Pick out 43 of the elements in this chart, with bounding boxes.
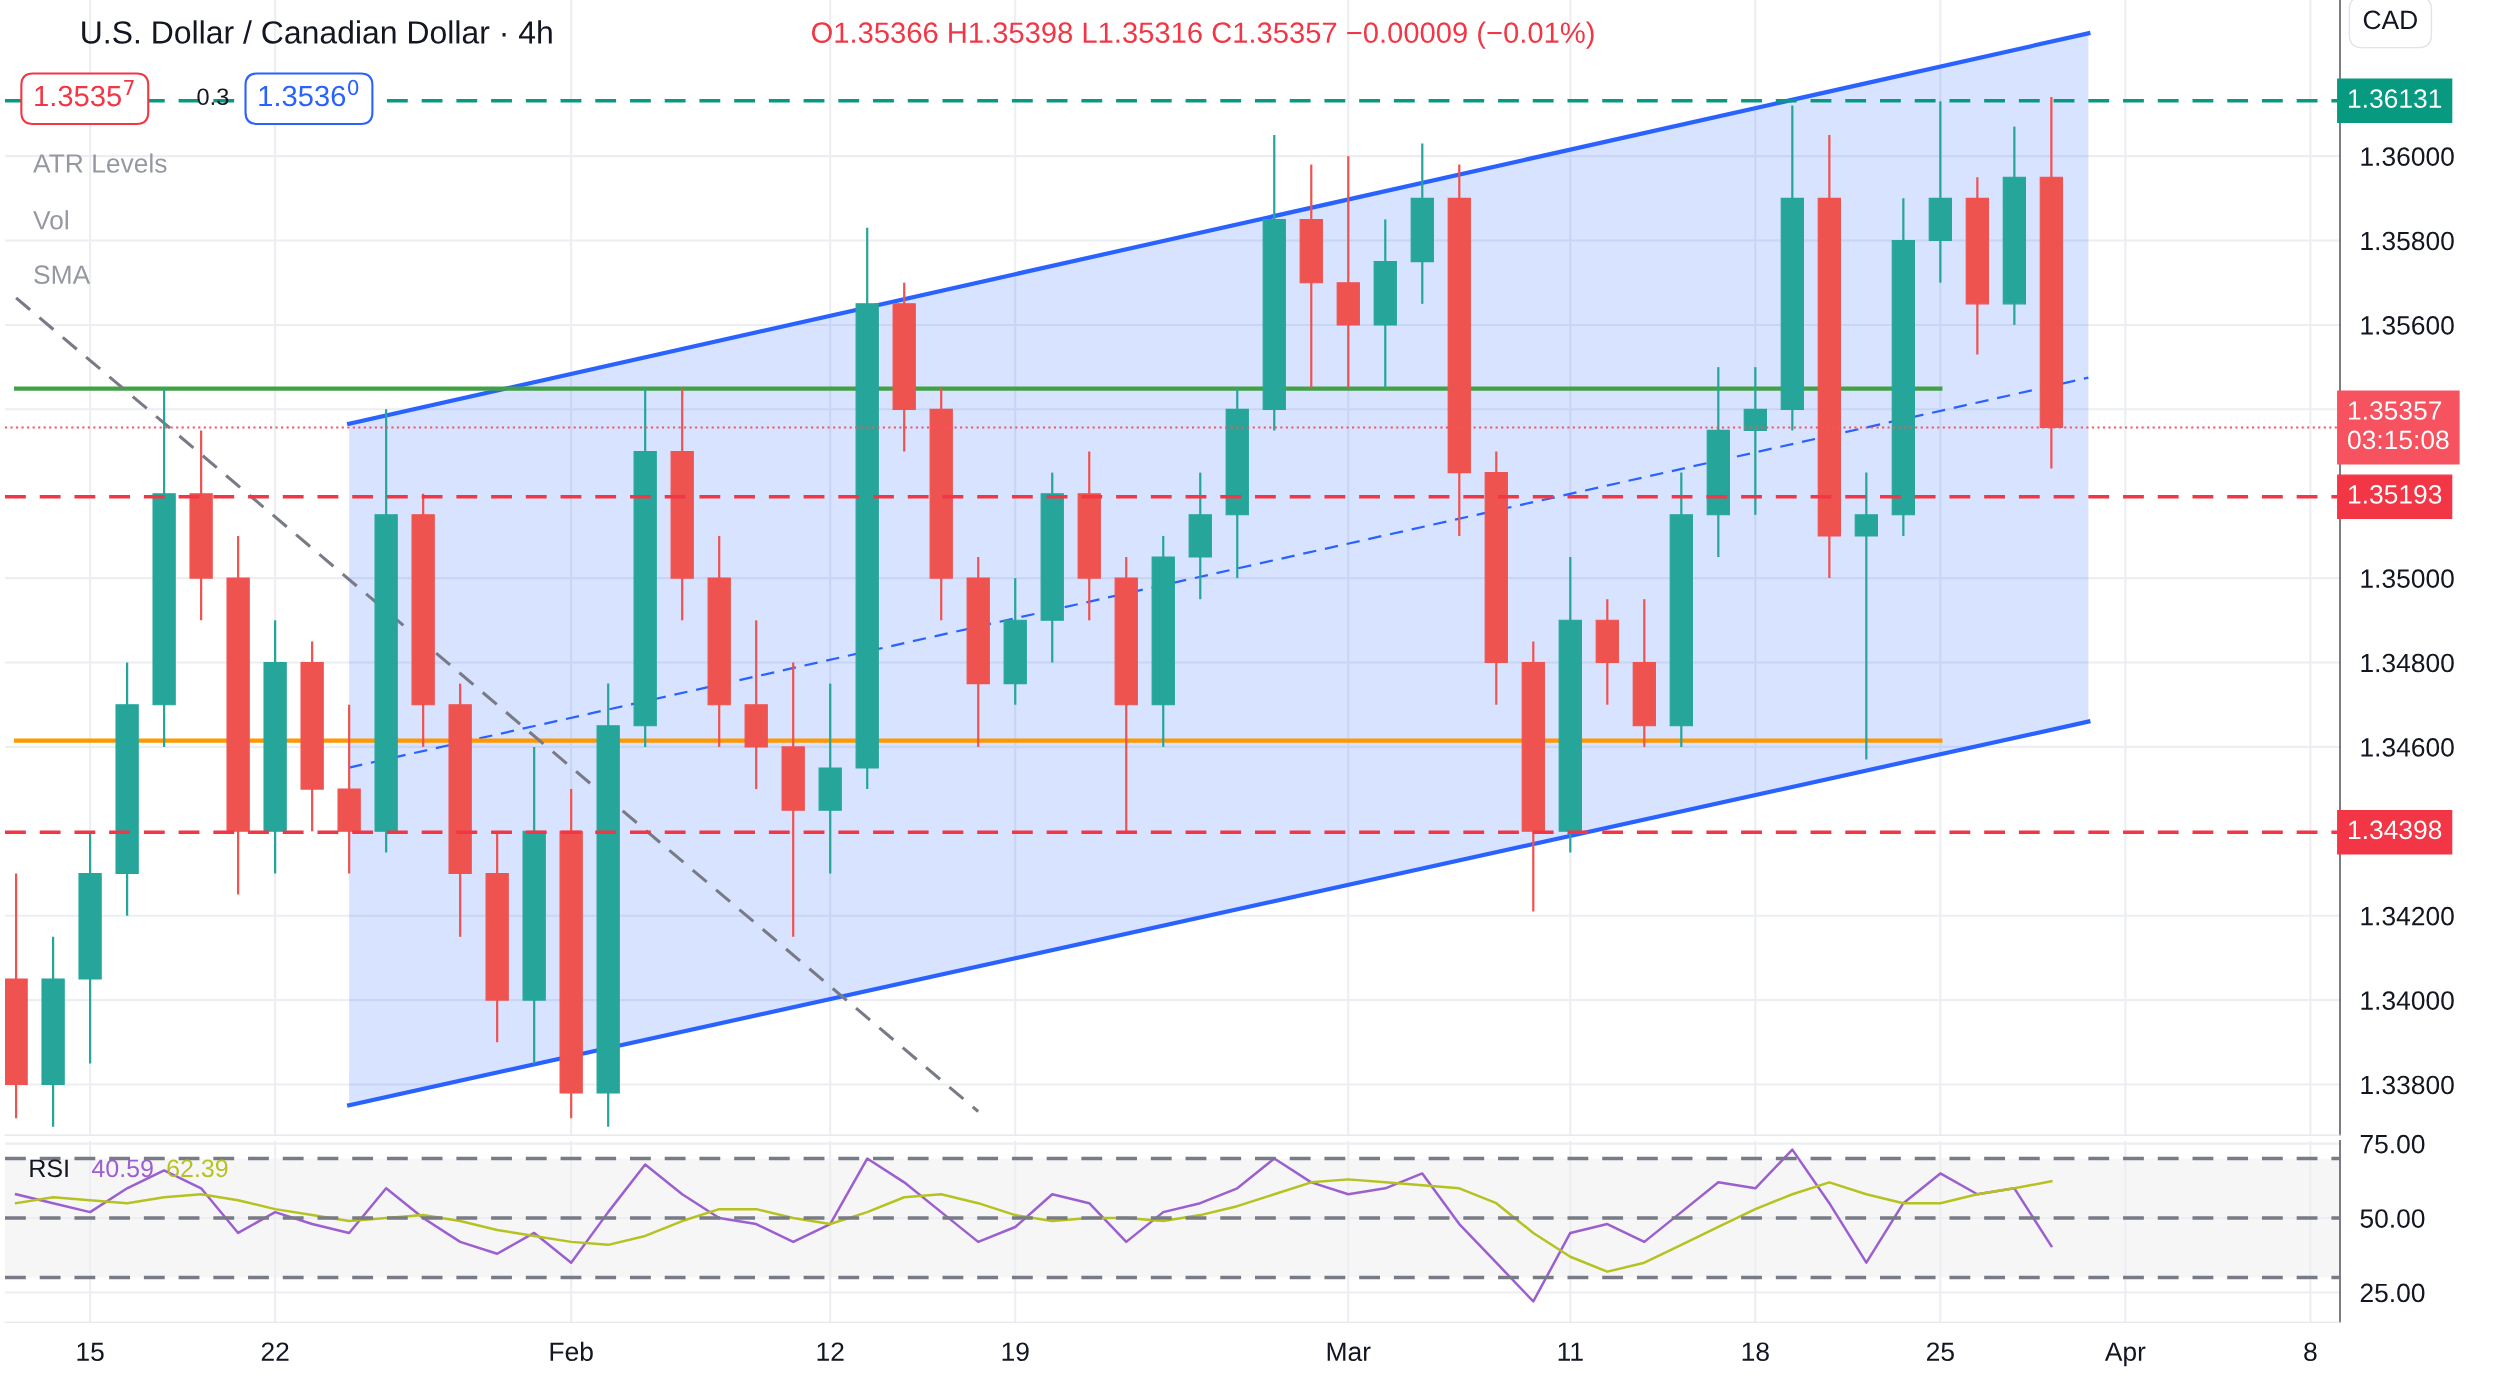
line-series [14, 1178, 2053, 1273]
x-tick-label: Apr [2104, 1342, 2146, 1367]
y-tick-label: 1.35800 [2361, 231, 2454, 251]
annotation: 0.3 [197, 88, 229, 106]
x-tick-label: 22 [261, 1342, 289, 1361]
x-tick-label: 15 [77, 1342, 104, 1362]
x-tick-label: Feb [550, 1341, 593, 1362]
y-tick-label: 1.35600 [2361, 316, 2454, 335]
annotation: 1.3536$^{0}$ [259, 79, 359, 107]
y-tick-label: 50.00 [2360, 1209, 2425, 1228]
ref-line-label: 1.35193 [2349, 485, 2442, 504]
x-tick-label: 25 [1927, 1342, 1954, 1362]
annotation: 1.3535$^{7}$ [35, 80, 134, 107]
series-label: 40.59 [91, 1159, 153, 1178]
y-tick-label: 25.00 [2360, 1283, 2425, 1303]
y-tick-label: 1.34600 [2361, 738, 2454, 757]
y-tick-label: 1.34200 [2361, 906, 2454, 926]
annotation: ATR Levels [33, 153, 167, 173]
text: CAD [2363, 10, 2417, 30]
y-tick-label: 1.34800 [2361, 653, 2454, 673]
text: U.S. Dollar / Canadian Dollar · 4h [82, 20, 552, 44]
text: RSI [30, 1159, 68, 1178]
y-tick-label: 1.33800 [2361, 1075, 2454, 1095]
annotation: Vol [33, 210, 68, 230]
ref-line-label: 1.35357 03:15:08 [2348, 401, 2449, 450]
line-series [14, 1148, 2053, 1303]
x-tick-label: 19 [1002, 1342, 1029, 1362]
annotation: SMA [34, 265, 91, 285]
x-tick-label: Mar [1327, 1342, 1371, 1362]
x-tick-label: 11 [1558, 1342, 1583, 1361]
x-tick-label: 8 [2304, 1342, 2317, 1362]
y-tick-label: 1.36000 [2361, 147, 2454, 166]
candlestick [1743, 366, 1767, 516]
y-tick-label: 1.35000 [2361, 569, 2454, 588]
series-label: 62.39 [167, 1159, 228, 1178]
x-tick-label: 18 [1742, 1342, 1769, 1362]
y-tick-label: 75.00 [2360, 1134, 2425, 1154]
x-tick-label: 12 [817, 1342, 844, 1361]
ref-line-label: 1.36131 [2349, 89, 2442, 108]
ref-line-label: 1.34398 [2349, 820, 2442, 840]
candlestick [1854, 471, 1878, 761]
y-tick-label: 1.34000 [2361, 991, 2454, 1010]
annotation: O1.35366 H1.35398 L1.35316 C1.35357 −0.00009 (−0.01%) [811, 21, 1594, 49]
